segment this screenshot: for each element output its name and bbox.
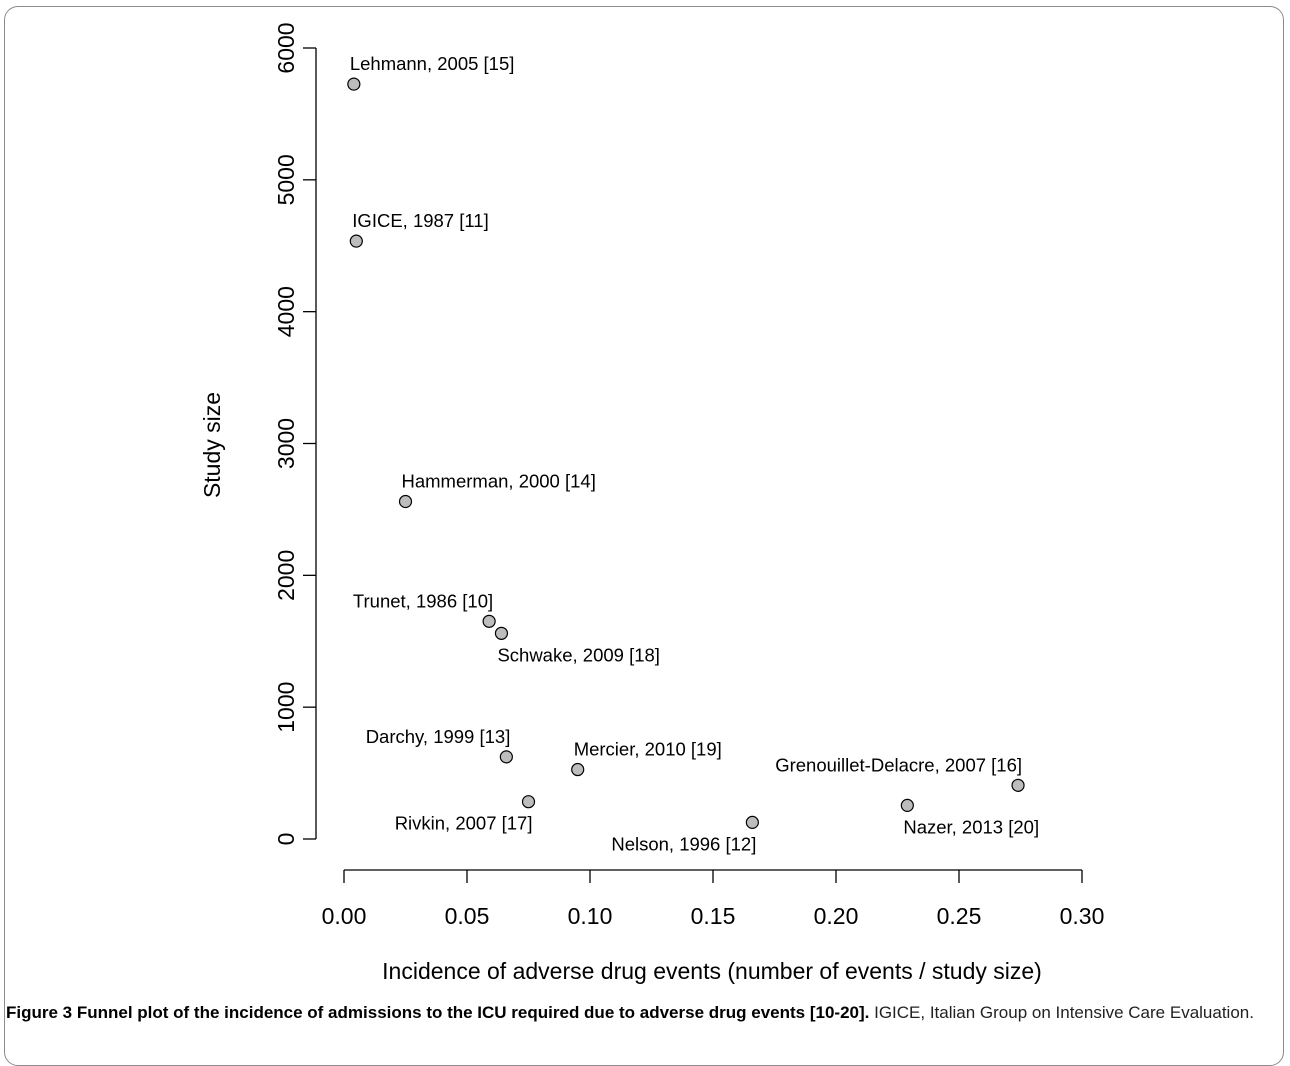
figure-caption: Figure 3 Funnel plot of the incidence of… — [6, 1000, 1276, 1025]
point-label: Darchy, 1999 [13] — [366, 726, 511, 747]
data-point — [482, 614, 496, 628]
data-point — [347, 77, 361, 91]
funnel-plot: 0.00 0.05 0.10 0.15 0.20 0.25 0.30 0 1000 2000 300… — [199, 22, 1104, 984]
data-point — [521, 795, 536, 809]
data-point — [499, 750, 513, 764]
point-labels: Lehmann, 2005 [15] IGICE, 1987 [11] Hammer… — [350, 53, 1039, 854]
y-tick-label: 1000 — [273, 682, 299, 733]
data-point — [571, 762, 585, 777]
data-point — [900, 798, 914, 812]
y-tick-label: 6000 — [273, 22, 299, 73]
point-label: Schwake, 2009 [18] — [497, 644, 660, 665]
y-tick-label: 0 — [273, 833, 299, 846]
point-label: Mercier, 2010 [19] — [574, 739, 722, 760]
point-label: IGICE, 1987 [11] — [352, 210, 488, 231]
point-label: Nazer, 2013 [20] — [903, 816, 1039, 837]
x-tick-label: 0.30 — [1060, 903, 1105, 929]
x-tick-label: 0.05 — [445, 903, 490, 929]
y-tick-label: 4000 — [273, 286, 299, 337]
data-point — [349, 234, 363, 248]
caption-title: Figure 3 Funnel plot of the incidence of… — [6, 1003, 870, 1022]
y-tick-label: 3000 — [273, 418, 299, 469]
axes: 0.00 0.05 0.10 0.15 0.20 0.25 0.30 0 1000 2000 300… — [273, 22, 1104, 929]
x-tick-label: 0.20 — [814, 903, 859, 929]
point-label: Nelson, 1996 [12] — [611, 833, 756, 854]
data-point — [494, 626, 509, 640]
x-tick-label: 0.00 — [322, 903, 367, 929]
y-tick-label: 2000 — [273, 550, 299, 601]
x-tick-label: 0.25 — [937, 903, 982, 929]
point-label: Lehmann, 2005 [15] — [350, 53, 515, 74]
x-axis-label: Incidence of adverse drug events (number… — [382, 958, 1042, 984]
point-label: Trunet, 1986 [10] — [353, 590, 493, 611]
point-label: Hammerman, 2000 [14] — [402, 471, 596, 492]
x-tick-label: 0.10 — [568, 903, 613, 929]
data-point — [398, 494, 413, 509]
x-tick-label: 0.15 — [691, 903, 736, 929]
data-point — [1011, 778, 1025, 792]
data-point — [745, 815, 759, 829]
data-points — [347, 77, 1025, 829]
caption-text: IGICE, Italian Group on Intensive Care E… — [869, 1003, 1254, 1022]
y-tick-label: 5000 — [273, 154, 299, 205]
y-axis-label: Study size — [199, 392, 225, 498]
point-label: Grenouillet-Delacre, 2007 [16] — [775, 754, 1022, 775]
point-label: Rivkin, 2007 [17] — [395, 813, 533, 834]
